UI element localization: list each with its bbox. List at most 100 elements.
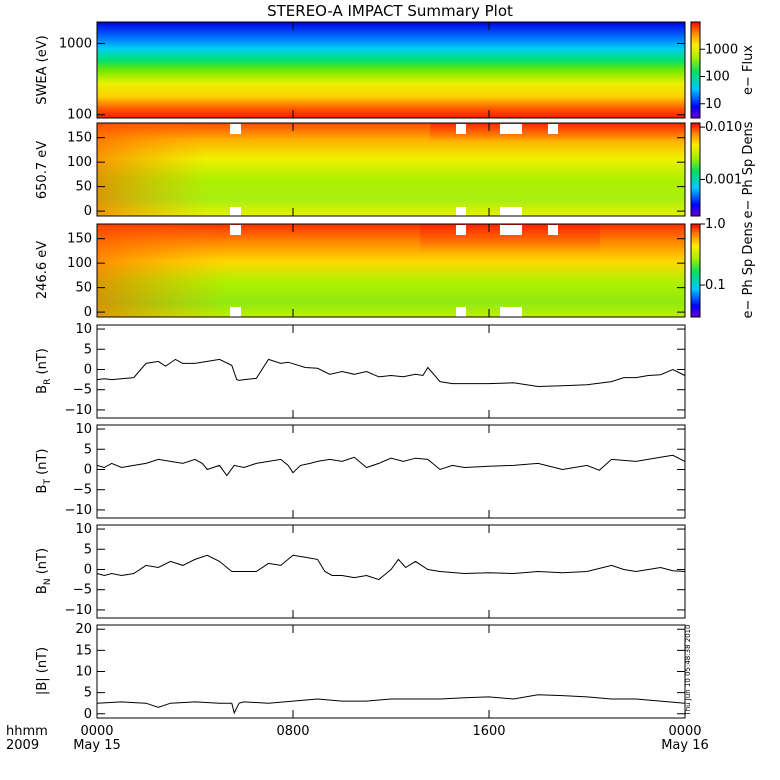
swea-colorbar-tick-label: 100 [705, 70, 730, 85]
br-panel [96, 324, 686, 419]
pad246-gap [230, 225, 241, 235]
pad246-gap [500, 225, 522, 235]
bn-ylabel-unit: (nT) [35, 548, 50, 578]
pad246-gap [456, 307, 466, 317]
bt-trace [96, 454, 686, 477]
br-ylabel: BR (nT) [35, 348, 53, 394]
br-ytick-label: 5 [84, 342, 92, 357]
br-trace [96, 358, 686, 388]
bn-ylabel: BN (nT) [35, 548, 53, 594]
pad650-panel [96, 122, 686, 217]
bt-frame [96, 424, 686, 519]
pad246-panel [96, 223, 686, 318]
swea-ytick-label: 1000 [59, 36, 92, 51]
bmag-panel [96, 624, 686, 719]
pad650-colorbar-tick-label: 0.001 [705, 172, 742, 187]
pad246-colorbar-scale [690, 223, 701, 318]
pad650-gap [230, 124, 241, 134]
pad650-ytick-label: 150 [67, 131, 92, 146]
swea-colorbar-scale [690, 21, 701, 119]
bmag-ylabel: |B| (nT) [35, 647, 50, 695]
xaxis-time-label: 0000 [668, 724, 701, 739]
bmag-ytick-label: 10 [75, 665, 92, 680]
pad650-colorbar-scale [690, 122, 701, 217]
pad246-gap [548, 225, 558, 235]
pad246-ytick-label: 150 [67, 232, 92, 247]
xaxis-time-label: 0800 [276, 724, 309, 739]
swea-heatmap [97, 22, 685, 118]
bt-ylabel-main: B [35, 485, 50, 494]
pad650-ytick-label: 50 [75, 180, 92, 195]
bmag-frame [96, 624, 686, 719]
pad650-gap [456, 207, 466, 216]
footer-hhmm: hhmm [6, 724, 48, 739]
swea-colorbar-tick-label: 10 [705, 97, 722, 112]
pad246-gap [456, 225, 466, 235]
bt-ytick-label: 0 [84, 462, 92, 477]
pad246-colorbar: e− Ph Sp Dens [690, 221, 756, 318]
bt-ylabel-unit: (nT) [35, 449, 50, 479]
bt-panel [96, 424, 686, 519]
xaxis-date-label: May 16 [661, 738, 709, 753]
bmag-ytick-label: 0 [84, 707, 92, 722]
br-frame [96, 324, 686, 419]
swea-panel [96, 21, 686, 119]
pad650-ytick-label: 0 [84, 204, 92, 219]
pad246-colorbar-label: e− Ph Sp Dens [741, 221, 756, 318]
pad650-gap [500, 207, 522, 216]
bn-ytick-label: −5 [73, 583, 92, 598]
bmag-ytick-label: 20 [75, 622, 92, 637]
pad246-ytick-label: 100 [67, 256, 92, 271]
pad650-left-enhancement [97, 123, 207, 216]
pad650-ylabel: 650.7 eV [35, 141, 50, 199]
pad650-colorbar-label: e− Ph Sp Dens [741, 121, 756, 218]
swea-frame [96, 21, 686, 119]
pad246-gap [230, 307, 241, 317]
bn-frame [96, 524, 686, 619]
footer-year: 2009 [6, 738, 39, 753]
swea-colorbar-label: e− Flux [741, 45, 756, 95]
bn-panel [96, 524, 686, 619]
bmag-ytick-label: 5 [84, 686, 92, 701]
bt-ytick-label: −10 [65, 503, 92, 518]
br-ytick-label: 0 [84, 362, 92, 377]
pad650-gap [548, 124, 558, 134]
br-ytick-label: 10 [75, 322, 92, 337]
bt-ytick-label: 5 [84, 442, 92, 457]
bn-ytick-label: 10 [75, 522, 92, 537]
br-ylabel-sub: R [43, 379, 53, 385]
bn-ylabel-sub: N [43, 578, 53, 585]
br-ylabel-unit: (nT) [35, 348, 50, 378]
bn-ytick-label: 0 [84, 562, 92, 577]
bn-ylabel-main: B [35, 585, 50, 594]
bn-trace [96, 554, 686, 581]
swea-colorbar: e− Flux [690, 21, 756, 119]
pad246-ytick-label: 0 [84, 305, 92, 320]
axes-layer: 10010001010010000501001500.0010.01005010… [59, 22, 742, 753]
bmag-trace [96, 694, 686, 715]
pad246-left-enhancement [97, 224, 227, 317]
bn-ytick-label: 5 [84, 542, 92, 557]
pad650-gap [500, 124, 522, 134]
br-ytick-label: −10 [65, 403, 92, 418]
xaxis-date-label: May 15 [73, 738, 121, 753]
pad246-colorbar-tick-label: 1.0 [705, 217, 726, 232]
br-ylabel-main: B [35, 385, 50, 394]
pad246-colorbar-tick-label: 0.1 [705, 278, 726, 293]
pad650-frame [96, 122, 686, 217]
pad246-frame [96, 223, 686, 318]
bt-ytick-label: 10 [75, 422, 92, 437]
pad246-ytick-label: 50 [75, 281, 92, 296]
pad246-gap [500, 307, 522, 317]
bmag-ytick-label: 15 [75, 643, 92, 658]
bt-ylabel-sub: T [43, 479, 53, 486]
swea-ytick-label: 100 [67, 108, 92, 123]
xaxis-time-label: 0000 [80, 724, 113, 739]
generation-timestamp: Thu Jun 10 05:48:38 2010 [684, 624, 692, 716]
pad650-colorbar: e− Ph Sp Dens [690, 121, 756, 218]
pad650-gap [456, 124, 466, 134]
bn-ytick-label: −10 [65, 603, 92, 618]
bt-ylabel: BT (nT) [35, 449, 53, 494]
xaxis-time-label: 1600 [472, 724, 505, 739]
